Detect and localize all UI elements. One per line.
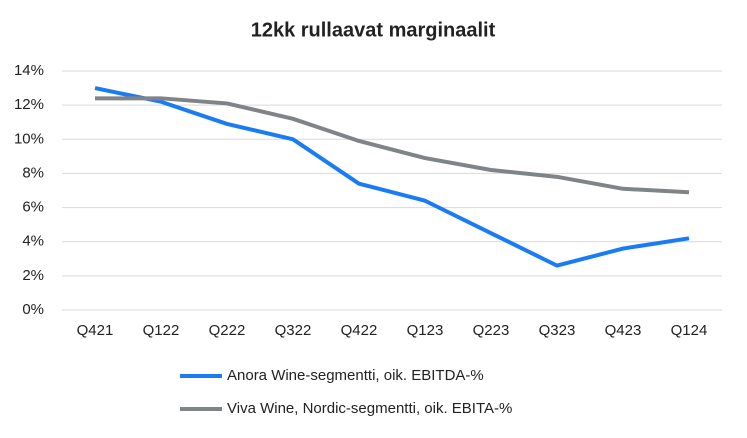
series-line — [94, 86, 690, 268]
x-tick-label: Q421 — [77, 322, 114, 339]
y-tick-label: 10% — [14, 130, 44, 147]
y-tick-label: 8% — [22, 164, 44, 181]
x-tick-label: Q223 — [473, 322, 510, 339]
legend-label: Viva Wine, Nordic-segmentti, oik. EBITA-… — [227, 400, 512, 417]
y-tick-label: 14% — [14, 62, 44, 79]
x-tick-label: Q222 — [209, 322, 246, 339]
x-tick-label: Q423 — [605, 322, 642, 339]
y-tick-label: 0% — [22, 301, 44, 318]
x-tick-label: Q322 — [275, 322, 312, 339]
x-tick-label: Q124 — [671, 322, 708, 339]
y-tick-label: 4% — [22, 233, 44, 250]
y-tick-label: 12% — [14, 96, 44, 113]
legend-label: Anora Wine-segmentti, oik. EBITDA-% — [227, 367, 484, 384]
x-tick-label: Q422 — [341, 322, 378, 339]
x-tick-label: Q122 — [143, 322, 180, 339]
series-line — [95, 96, 690, 195]
chart-title: 12kk rullaavat marginaalit — [251, 19, 496, 41]
y-tick-label: 6% — [22, 199, 44, 216]
x-tick-label: Q323 — [539, 322, 576, 339]
x-tick-label: Q123 — [407, 322, 444, 339]
y-tick-label: 2% — [22, 267, 44, 284]
